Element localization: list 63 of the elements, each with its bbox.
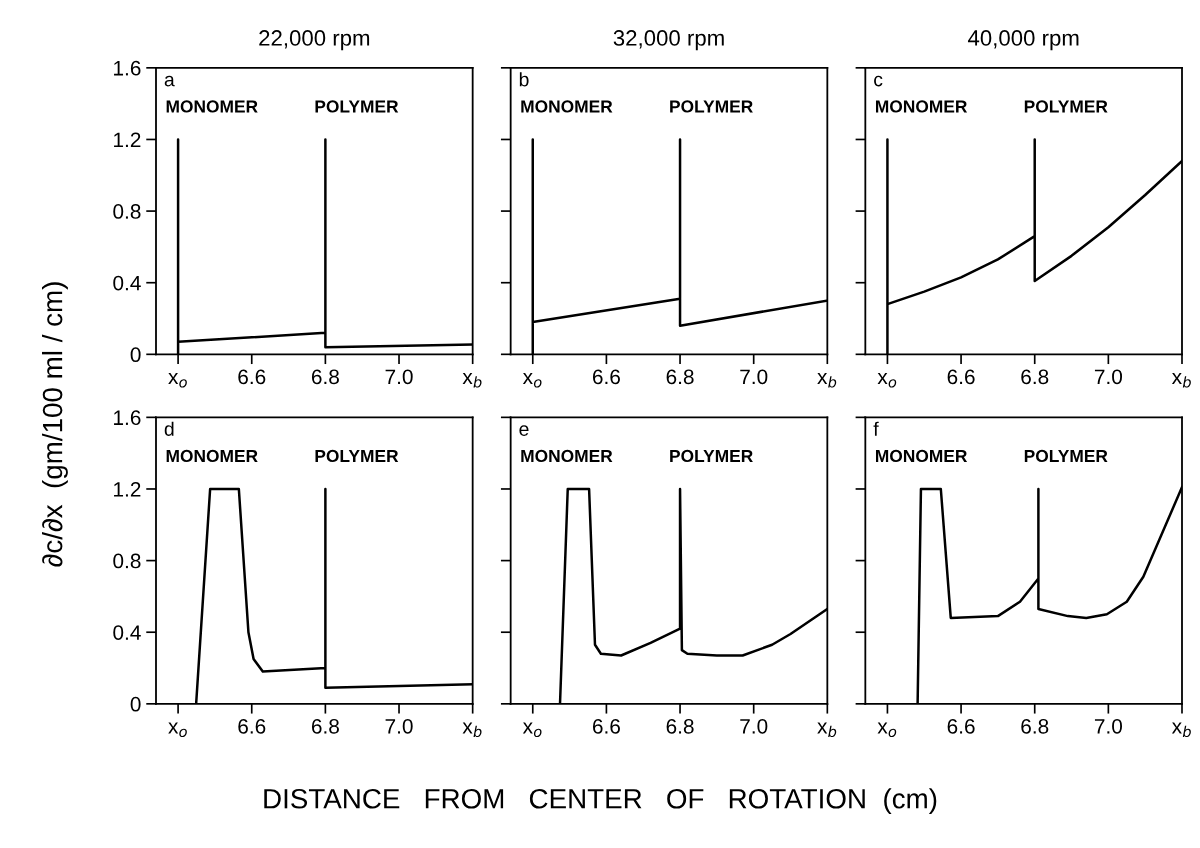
annotation: POLYMER	[315, 449, 399, 463]
x-tick-label: x$_{o}$	[877, 722, 897, 738]
y-tick-label: 0	[130, 696, 141, 712]
annotation: MONOMER	[875, 449, 968, 463]
annotation: POLYMER	[670, 100, 753, 113]
x-tick-label: 6.8	[666, 718, 694, 734]
x-tick-label: x$_{o}$	[168, 372, 187, 388]
annotation: POLYMER	[1024, 100, 1108, 113]
annotation: f	[873, 421, 879, 436]
x-tick-label: x$_{b}$	[1171, 372, 1191, 388]
x-tick-label: 6.8	[1021, 718, 1049, 734]
y-tick-label: 0.8	[113, 553, 141, 569]
x-tick-label: 6.6	[592, 718, 620, 734]
y-tick-label: 0.4	[113, 275, 141, 291]
x-tick-label: 7.0	[385, 718, 413, 734]
annotation: MONOMER	[521, 449, 613, 463]
y-tick-label: 1.6	[114, 60, 141, 76]
y-tick-label: 1.2	[114, 481, 141, 497]
annotation: POLYMER	[315, 100, 399, 113]
annotation: b	[519, 72, 529, 87]
x-tick-label: 6.6	[238, 718, 266, 734]
y-tick-label: 0	[130, 347, 141, 363]
x-tick-label: 6.8	[666, 369, 694, 385]
x-tick-label: 6.8	[311, 369, 339, 385]
x-tick-label: x$_{b}$	[817, 722, 837, 738]
y-tick-label: 1.2	[114, 132, 141, 148]
x-tick-label: 6.8	[1021, 369, 1049, 385]
chart-title: 32,000 rpm	[613, 30, 724, 51]
y-tick-label: 1.6	[114, 410, 141, 426]
x-tick-label: 7.0	[385, 369, 413, 385]
x-axis-title: DISTANCE FROM CENTER OF ROTATION (cm)	[264, 788, 937, 815]
x-tick-label: 7.0	[1094, 369, 1123, 385]
x-tick-label: x$_{b}$	[462, 372, 482, 388]
annotation: e	[519, 425, 529, 436]
annotation: MONOMER	[875, 100, 968, 113]
x-tick-label: x$_{b}$	[462, 722, 482, 738]
x-tick-label: 6.6	[592, 369, 620, 385]
x-tick-label: x$_{o}$	[522, 372, 542, 388]
annotation: MONOMER	[166, 100, 258, 113]
y-axis-title: ∂c/∂x (gm/100 ml / cm)	[42, 282, 68, 567]
annotation: d	[164, 421, 174, 436]
x-tick-label: x$_{b}$	[817, 372, 837, 388]
annotation: MONOMER	[166, 449, 258, 463]
x-tick-label: 6.6	[238, 369, 266, 385]
x-tick-label: 7.0	[740, 718, 768, 734]
x-tick-label: 7.0	[1094, 718, 1123, 734]
x-tick-label: 6.6	[947, 369, 975, 385]
x-tick-label: x$_{o}$	[877, 372, 897, 388]
annotation: c	[874, 75, 883, 87]
x-tick-label: 6.8	[311, 718, 339, 734]
y-tick-label: 0.4	[113, 625, 141, 640]
y-tick-label: 0.8	[113, 204, 141, 219]
annotation: POLYMER	[670, 449, 753, 463]
x-tick-label: x$_{o}$	[168, 722, 187, 738]
x-tick-label: x$_{o}$	[522, 722, 542, 738]
x-tick-label: 7.0	[740, 369, 768, 385]
annotation: a	[164, 75, 175, 87]
annotation: MONOMER	[521, 100, 613, 113]
annotation: POLYMER	[1024, 449, 1108, 463]
x-tick-label: x$_{b}$	[1171, 722, 1191, 738]
x-tick-label: 6.6	[947, 718, 975, 734]
chart-title: 22,000 rpm	[259, 30, 370, 51]
chart-title: 40,000 rpm	[967, 30, 1079, 51]
